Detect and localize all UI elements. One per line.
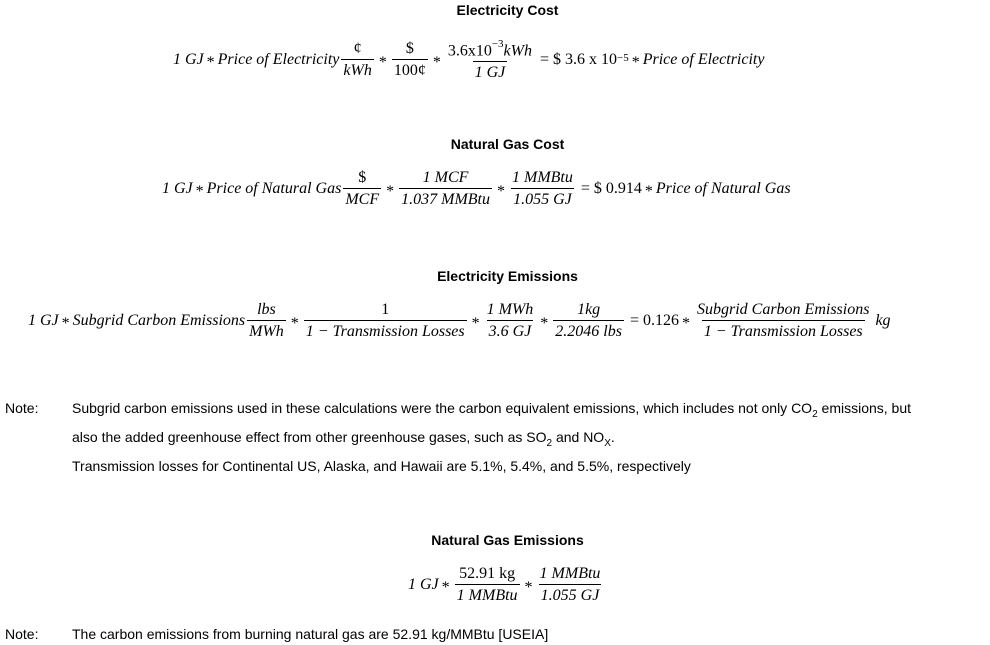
fraction: $ MCF [343, 169, 382, 209]
equation-natural-gas-emissions: 1 GJ * 52.91 kg 1 MMBtu * 1 MMBtu 1.055 … [408, 565, 604, 605]
subscript: X [604, 437, 611, 449]
heading-natural-gas-cost: Natural Gas Cost [450, 136, 565, 152]
numerator: 1 MMBtu [539, 565, 601, 582]
numerator: $ [358, 169, 367, 186]
numerator: 1 MCF [422, 169, 469, 186]
result-exponent: −5 [617, 51, 629, 64]
equation-natural-gas-cost: 1 GJ * Price of Natural Gas $ MCF * 1 MC… [162, 169, 791, 209]
numerator-unit: kWh [503, 42, 532, 60]
result-unit: kg [875, 312, 891, 329]
heading-electricity-cost: Electricity Cost [456, 2, 559, 18]
multiply-sign: * [644, 183, 653, 200]
note-label: Note: [5, 626, 39, 642]
note-text-transmission: Transmission losses for Continental US, … [72, 458, 691, 474]
equals-sign: = [629, 312, 639, 329]
fraction: 1kg 2.2046 lbs [553, 301, 624, 341]
note-text-part: emissions, but [817, 400, 912, 416]
denominator: kWh [341, 58, 374, 80]
denominator: 1.037 MMBtu [399, 188, 492, 209]
eq-term: Price of Natural Gas [206, 180, 342, 197]
fraction: 1 MWh 3.6 GJ [485, 301, 536, 341]
multiply-sign: * [378, 53, 387, 71]
numerator: 52.91 kg [459, 565, 516, 582]
heading-electricity-emissions: Electricity Emissions [437, 268, 578, 284]
multiply-sign: * [681, 315, 690, 332]
eq-lhs: 1 GJ [28, 312, 59, 329]
denominator: 1 MMBtu [454, 584, 520, 605]
denominator: 1.055 GJ [538, 584, 602, 605]
equals-sign: = [539, 50, 550, 68]
numerator: $ [405, 39, 414, 57]
numerator: 3.6x10−3kWh [446, 37, 534, 61]
numerator: 1kg [577, 301, 601, 318]
numerator: Subgrid Carbon Emissions [696, 301, 870, 318]
denominator: 1 − Transmission Losses [303, 320, 467, 341]
denominator: 1 − Transmission Losses [701, 320, 865, 341]
subscript: 2 [546, 437, 553, 449]
multiply-sign: * [195, 183, 204, 200]
result-value: 0.126 [642, 312, 679, 329]
multiply-sign: * [496, 183, 505, 200]
multiply-sign: * [290, 315, 299, 332]
equation-electricity-cost: 1 GJ * Price of Electricity ¢ kWh * $ 10… [173, 37, 764, 82]
denominator: MCF [343, 188, 382, 209]
fraction: 1 MMBtu 1.055 GJ [510, 169, 575, 209]
numerator-base: 3.6x10 [447, 42, 492, 60]
fraction: 1 MCF 1.037 MMBtu [399, 169, 492, 209]
note-text: The carbon emissions from burning natura… [72, 626, 549, 642]
subscript: 2 [812, 408, 818, 420]
multiply-sign: * [540, 315, 549, 332]
fraction: 1 MMBtu 1.055 GJ [538, 565, 603, 605]
note-text-part: . [610, 428, 615, 445]
multiply-sign: * [441, 579, 450, 596]
numerator: 1 [381, 301, 390, 318]
fraction: $ 100¢ [391, 39, 428, 80]
numerator-exponent: −3 [491, 38, 504, 50]
denominator: 1.055 GJ [511, 188, 574, 209]
equals-sign: = [580, 180, 590, 197]
note-label: Note: [5, 400, 39, 416]
result-value: $ 0.914 [593, 180, 642, 197]
multiply-sign: * [524, 579, 533, 596]
eq-lhs: 1 GJ [408, 576, 439, 593]
denominator: 3.6 GJ [486, 320, 534, 341]
eq-term: Subgrid Carbon Emissions [72, 312, 246, 329]
multiply-sign: * [61, 315, 70, 332]
fraction: Subgrid Carbon Emissions 1 − Transmissio… [695, 301, 871, 341]
numerator: 1 MWh [486, 301, 534, 318]
numerator: lbs [257, 301, 276, 318]
fraction: 3.6x10−3kWh 1 GJ [446, 37, 534, 82]
eq-lhs: 1 GJ [173, 50, 204, 68]
multiply-sign: * [432, 53, 441, 71]
denominator: MWh [247, 320, 286, 341]
fraction: lbs MWh [247, 301, 286, 341]
numerator: ¢ [353, 39, 362, 57]
fraction: 52.91 kg 1 MMBtu [454, 565, 520, 605]
result-term: Price of Electricity [642, 50, 765, 68]
result-base: $ 3.6 x 10 [553, 50, 618, 68]
heading-natural-gas-emissions: Natural Gas Emissions [431, 532, 584, 548]
note-text-part: and NO [552, 428, 605, 445]
multiply-sign: * [386, 183, 395, 200]
result-term: Price of Natural Gas [655, 180, 791, 197]
numerator: 1 MMBtu [511, 169, 573, 186]
eq-term: Price of Electricity [217, 50, 340, 68]
multiply-sign: * [631, 53, 640, 71]
denominator: 100¢ [391, 58, 428, 80]
note-text: Subgrid carbon emissions used in these c… [72, 397, 990, 455]
multiply-sign: * [471, 315, 480, 332]
note-text-part: also the added greenhouse effect from ot… [72, 428, 547, 445]
fraction: ¢ kWh [341, 39, 374, 80]
note-text-part: Subgrid carbon emissions used in these c… [72, 400, 813, 416]
eq-lhs: 1 GJ [162, 180, 193, 197]
fraction: 1 1 − Transmission Losses [303, 301, 467, 341]
denominator: 1 GJ [472, 61, 508, 82]
note-line: also the added greenhouse effect from ot… [72, 426, 990, 455]
equation-electricity-emissions: 1 GJ * Subgrid Carbon Emissions lbs MWh … [28, 301, 891, 341]
denominator: 2.2046 lbs [553, 320, 624, 341]
note-line: Subgrid carbon emissions used in these c… [72, 397, 990, 426]
multiply-sign: * [206, 53, 215, 71]
